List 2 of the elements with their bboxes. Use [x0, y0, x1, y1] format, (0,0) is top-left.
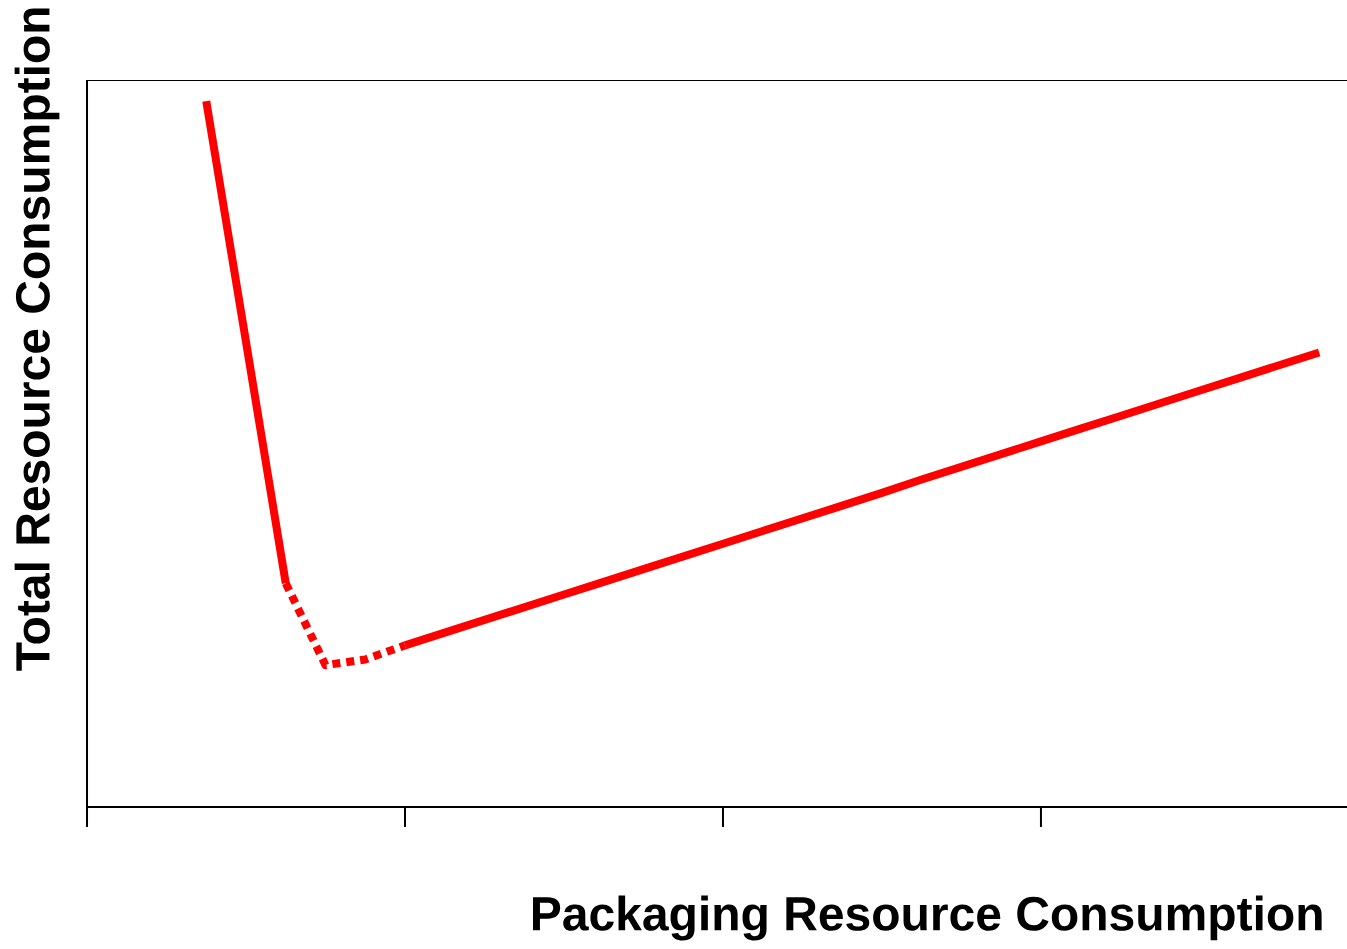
y-axis-title: Total Resource Consumption	[14, 8, 60, 671]
x-axis-title: Packaging Resource Consumption	[533, 895, 1322, 941]
